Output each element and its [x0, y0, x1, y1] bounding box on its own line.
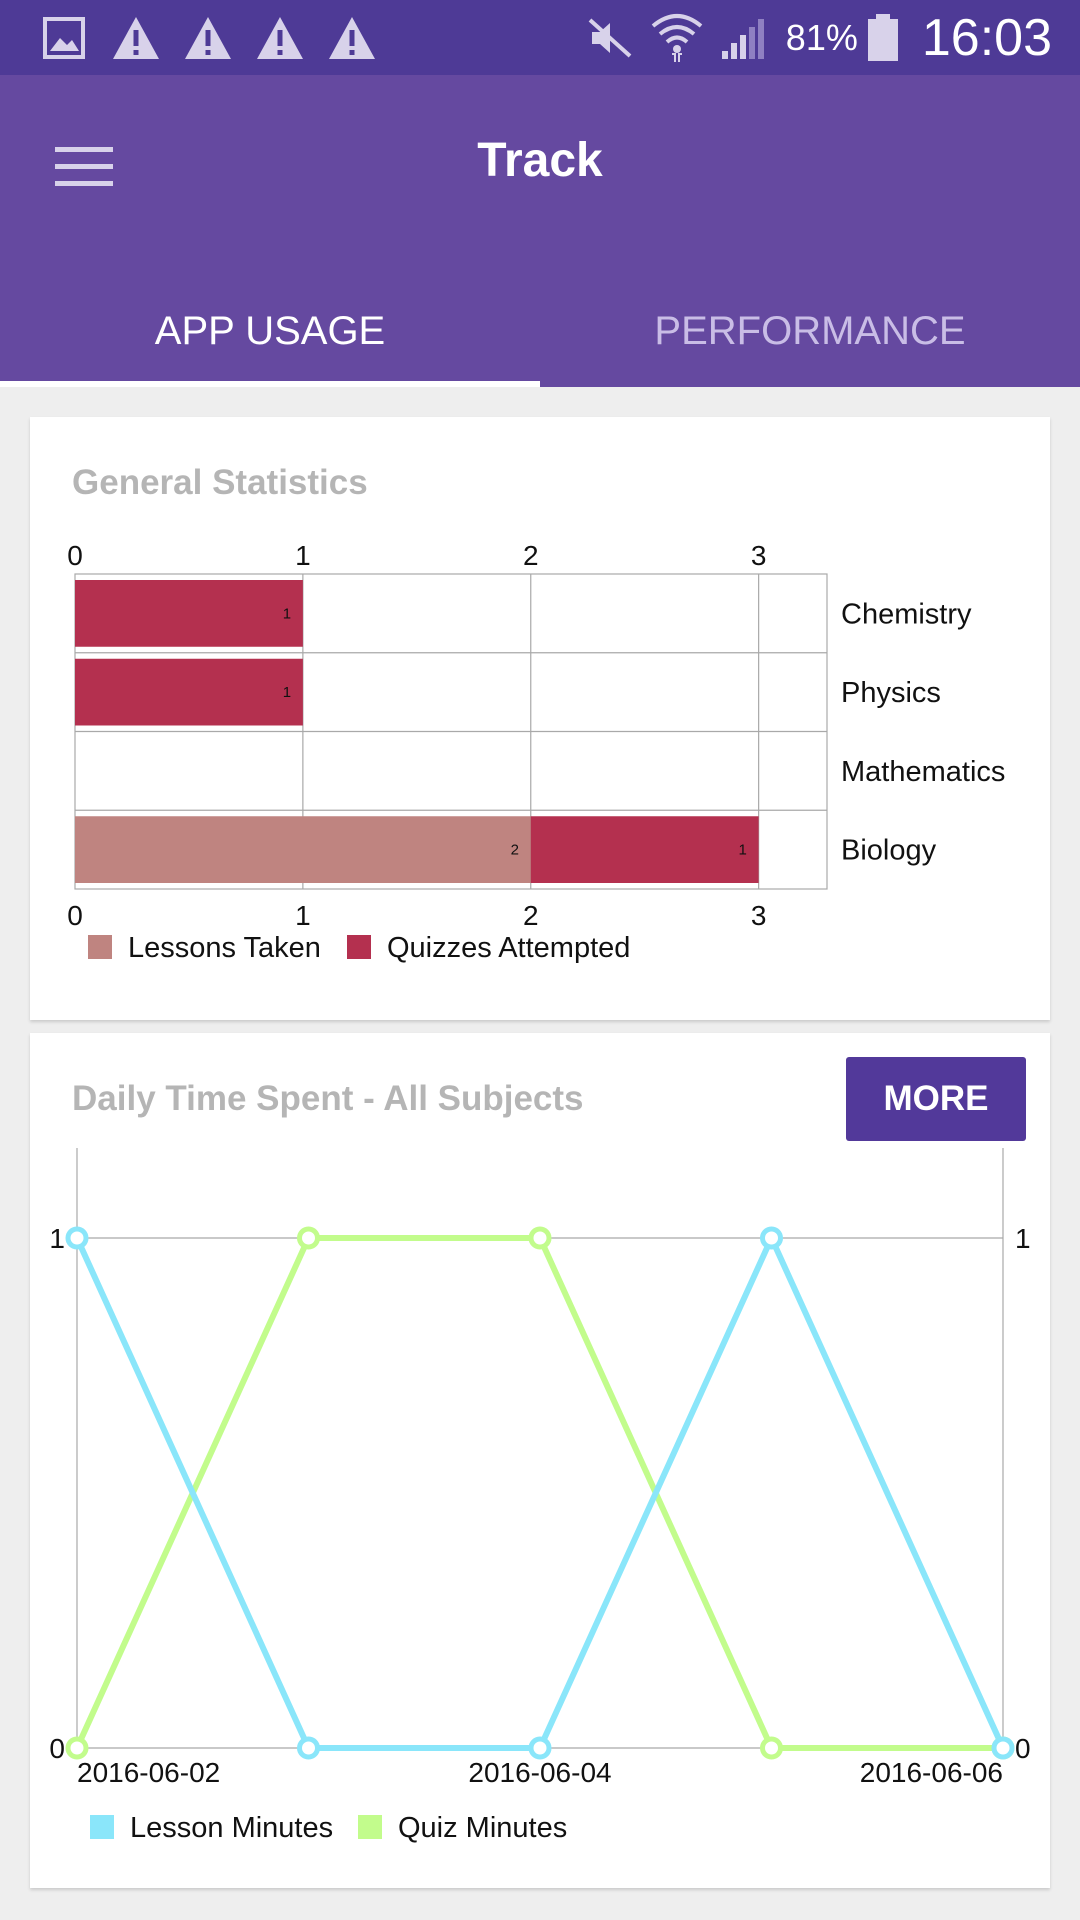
gallery-icon	[38, 14, 90, 62]
bar-data-label: 2	[511, 842, 519, 859]
x-tick-label-bottom: 3	[751, 900, 767, 931]
y-tick-label-right: 0	[1015, 1733, 1031, 1764]
warning-icon	[182, 14, 234, 62]
x-tick-label-bottom: 2	[523, 900, 539, 931]
data-point	[760, 1226, 783, 1250]
data-point	[991, 1736, 1015, 1760]
bar-data-label: 1	[283, 605, 291, 622]
warning-icon	[254, 14, 306, 62]
y-tick-label-left: 0	[49, 1733, 65, 1764]
legend-label: Quizzes Attempted	[387, 932, 630, 964]
notification-icons	[38, 14, 398, 62]
y-tick-label-right: 1	[1015, 1223, 1031, 1254]
x-tick-label-top: 3	[751, 540, 767, 571]
data-point	[297, 1226, 320, 1250]
page-title: Track	[477, 134, 603, 187]
system-icons: 81% 16:03	[570, 8, 1052, 68]
signal-icon	[720, 15, 770, 61]
app-bar: Track APP USAGE PERFORMANCE	[0, 75, 1080, 387]
menu-button[interactable]	[42, 127, 126, 211]
bar	[75, 658, 303, 726]
legend-label: Quiz Minutes	[398, 1812, 567, 1844]
legend-label: Lessons Taken	[128, 932, 321, 964]
tab-bar: APP USAGE PERFORMANCE	[0, 275, 1080, 387]
general-statistics-title: General Statistics	[72, 463, 368, 502]
bar-data-label: 1	[738, 842, 746, 859]
status-bar: 81% 16:03	[0, 0, 1080, 75]
data-point	[528, 1736, 552, 1760]
bar	[530, 816, 759, 883]
category-label: Chemistry	[841, 598, 972, 630]
bar-data-label: 1	[283, 684, 291, 701]
battery-icon	[866, 13, 900, 63]
tab-performance[interactable]: PERFORMANCE	[654, 308, 966, 353]
general-statistics-card: General Statistics 0 0 1 1 2 2 3 3 1 Chemistry 1 Ph…	[30, 417, 1050, 1020]
category-label: Biology	[841, 835, 937, 867]
data-point	[65, 1736, 89, 1760]
mute-icon	[586, 16, 634, 60]
series-line	[74, 1235, 1006, 1751]
legend-swatch	[90, 1815, 114, 1839]
category-label: Physics	[841, 677, 941, 709]
x-tick-label: 2016-06-06	[860, 1757, 1003, 1788]
data-point	[760, 1736, 783, 1760]
x-tick-label-top: 2	[523, 540, 539, 571]
legend-swatch	[347, 935, 371, 959]
tab-app-usage[interactable]: APP USAGE	[0, 275, 540, 387]
hamburger-menu-icon	[55, 146, 113, 193]
legend-swatch	[88, 935, 112, 959]
clock: 16:03	[921, 9, 1052, 67]
series-line	[74, 1235, 1003, 1751]
bar	[75, 580, 303, 647]
daily-time-title: Daily Time Spent - All Subjects	[72, 1079, 584, 1118]
warning-icon	[326, 14, 378, 62]
data-point	[65, 1226, 89, 1250]
battery-percent: 81%	[785, 17, 858, 58]
x-tick-label-bottom: 1	[295, 900, 311, 931]
legend-swatch	[358, 1815, 382, 1839]
general-statistics-chart: 0 0 1 1 2 2 3 3 1 Chemistry 1 Physics Mathematics 2 1 B…	[67, 540, 1005, 964]
daily-time-card: Daily Time Spent - All Subjects MORE 0 0 1…	[30, 1033, 1050, 1888]
x-tick-label-top: 0	[67, 540, 83, 571]
bar	[75, 816, 531, 883]
x-tick-label-top: 1	[295, 540, 311, 571]
y-tick-label-left: 1	[49, 1223, 65, 1254]
category-label: Mathematics	[841, 756, 1005, 788]
x-tick-label: 2016-06-04	[468, 1757, 611, 1788]
legend-label: Lesson Minutes	[130, 1812, 333, 1844]
warning-icon	[110, 14, 162, 62]
daily-time-chart: 0 0 1 1 2016-06-02 2016-06-04 2016-06-06 Lesson…	[49, 1148, 1031, 1844]
wifi-icon	[650, 12, 704, 64]
x-tick-label-bottom: 0	[67, 900, 83, 931]
x-tick-label: 2016-06-02	[77, 1757, 220, 1788]
data-point	[297, 1736, 320, 1760]
more-button[interactable]: MORE	[846, 1057, 1026, 1141]
data-point	[528, 1226, 552, 1250]
